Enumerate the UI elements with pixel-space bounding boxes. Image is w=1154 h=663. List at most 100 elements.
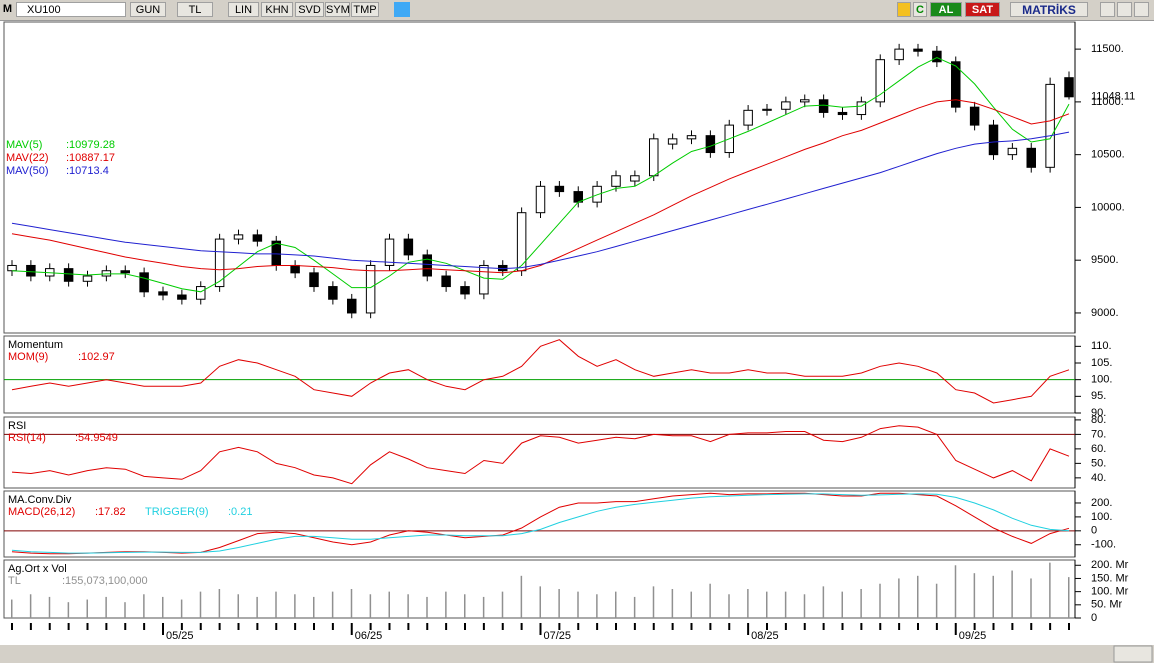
volume-bar (162, 596, 164, 618)
indicator-line (11, 425, 1070, 485)
y-tick-label: 40. (1091, 472, 1106, 484)
legend-value: :10979.28 (66, 139, 115, 151)
button[interactable]: GUN (130, 2, 166, 17)
buy-button[interactable]: AL (930, 2, 962, 17)
panel (3, 490, 1076, 558)
x-tick (615, 623, 617, 630)
x-tick (388, 623, 391, 630)
volume-bar (671, 589, 674, 618)
button[interactable]: LIN (228, 2, 259, 17)
candle-body (592, 185, 602, 203)
candle-body (82, 275, 93, 282)
volume-bar (558, 589, 560, 618)
x-tick (162, 623, 164, 635)
button[interactable]: C (913, 2, 927, 17)
x-tick (407, 623, 410, 630)
x-tick (1049, 623, 1052, 630)
volume-bar (29, 594, 32, 618)
y-tick-label: 70. (1091, 428, 1106, 440)
volume-bar (199, 591, 202, 618)
x-tick (822, 623, 825, 630)
candle-body (1064, 77, 1074, 98)
button[interactable]: SVD (295, 2, 324, 17)
volume-bar (973, 573, 976, 618)
panel-title: Ag.Ort x Vol (8, 563, 67, 575)
volume-bar (143, 594, 145, 618)
legend-name: MAV(5) (6, 139, 42, 151)
x-tick (29, 623, 32, 630)
x-tick (180, 623, 183, 630)
volume-bar (501, 591, 504, 618)
flash-icon[interactable] (897, 2, 911, 17)
volume-bar (615, 591, 617, 618)
scroll-buttons[interactable] (1113, 645, 1153, 663)
button[interactable]: TMP (351, 2, 379, 17)
window-button[interactable] (1117, 2, 1132, 17)
x-tick-label: 05/25 (166, 630, 194, 642)
candle-body (26, 264, 36, 277)
x-tick (143, 623, 146, 630)
candle-body (1045, 83, 1055, 168)
button[interactable]: SYM (325, 2, 350, 17)
panel (3, 21, 1076, 334)
scrollbar[interactable] (0, 645, 1154, 663)
candle-body (762, 108, 772, 111)
volume-bar (822, 586, 825, 618)
volume-bar (1049, 562, 1051, 618)
candle-body (837, 111, 848, 116)
panel (3, 416, 1076, 489)
volume-bar (313, 596, 315, 618)
x-tick (954, 623, 957, 635)
candle-body (1007, 147, 1018, 156)
volume-bar (86, 599, 88, 618)
y-tick-label: 11000. (1091, 96, 1124, 108)
x-tick (294, 623, 297, 630)
x-tick (898, 623, 901, 630)
y-tick-label: 100. Mr (1091, 586, 1129, 598)
button[interactable]: TL (177, 2, 213, 17)
logo[interactable]: M (2, 3, 13, 15)
indicator-line (11, 99, 1070, 274)
candle-body (120, 270, 130, 274)
candle-body (290, 264, 300, 274)
y-tick-label: 0 (1091, 612, 1097, 624)
x-tick (652, 623, 655, 630)
x-tick (520, 623, 523, 630)
legend-value: :10713.4 (66, 165, 109, 177)
volume-bar (482, 596, 485, 618)
y-tick-label: 100. (1091, 511, 1112, 523)
volume-bar (860, 589, 862, 618)
candle-body (743, 109, 753, 126)
button[interactable]: KHN (261, 2, 293, 17)
window-button[interactable] (1100, 2, 1115, 17)
x-tick (539, 623, 542, 635)
x-tick (728, 623, 731, 630)
volume-bar (237, 594, 239, 618)
candle-body (403, 238, 414, 256)
volume-bar (48, 596, 51, 618)
legend-value: :155,073,100,000 (62, 575, 148, 587)
x-tick (992, 623, 995, 630)
window-button[interactable] (1134, 2, 1149, 17)
x-tick (577, 623, 580, 630)
candle-body (611, 175, 621, 187)
symbol-input[interactable]: XU100 (16, 2, 126, 17)
brand[interactable]: MATRİKS (1010, 2, 1088, 17)
candle-body (177, 294, 187, 300)
x-tick (747, 623, 750, 635)
sell-button[interactable]: SAT (965, 2, 1000, 17)
x-tick-label: 09/25 (959, 630, 987, 642)
candle-body (818, 99, 829, 113)
volume-bar (633, 596, 636, 618)
y-tick-label: 50. (1091, 457, 1106, 469)
volume-bar (917, 575, 919, 618)
panel (3, 335, 1076, 414)
x-tick (313, 623, 315, 630)
panel-title: RSI (8, 420, 26, 432)
legend-value: :54.9549 (75, 432, 118, 444)
candle-body (384, 238, 395, 266)
twitter-icon[interactable] (394, 2, 410, 17)
x-tick (331, 623, 334, 630)
volume-bar (784, 591, 787, 618)
